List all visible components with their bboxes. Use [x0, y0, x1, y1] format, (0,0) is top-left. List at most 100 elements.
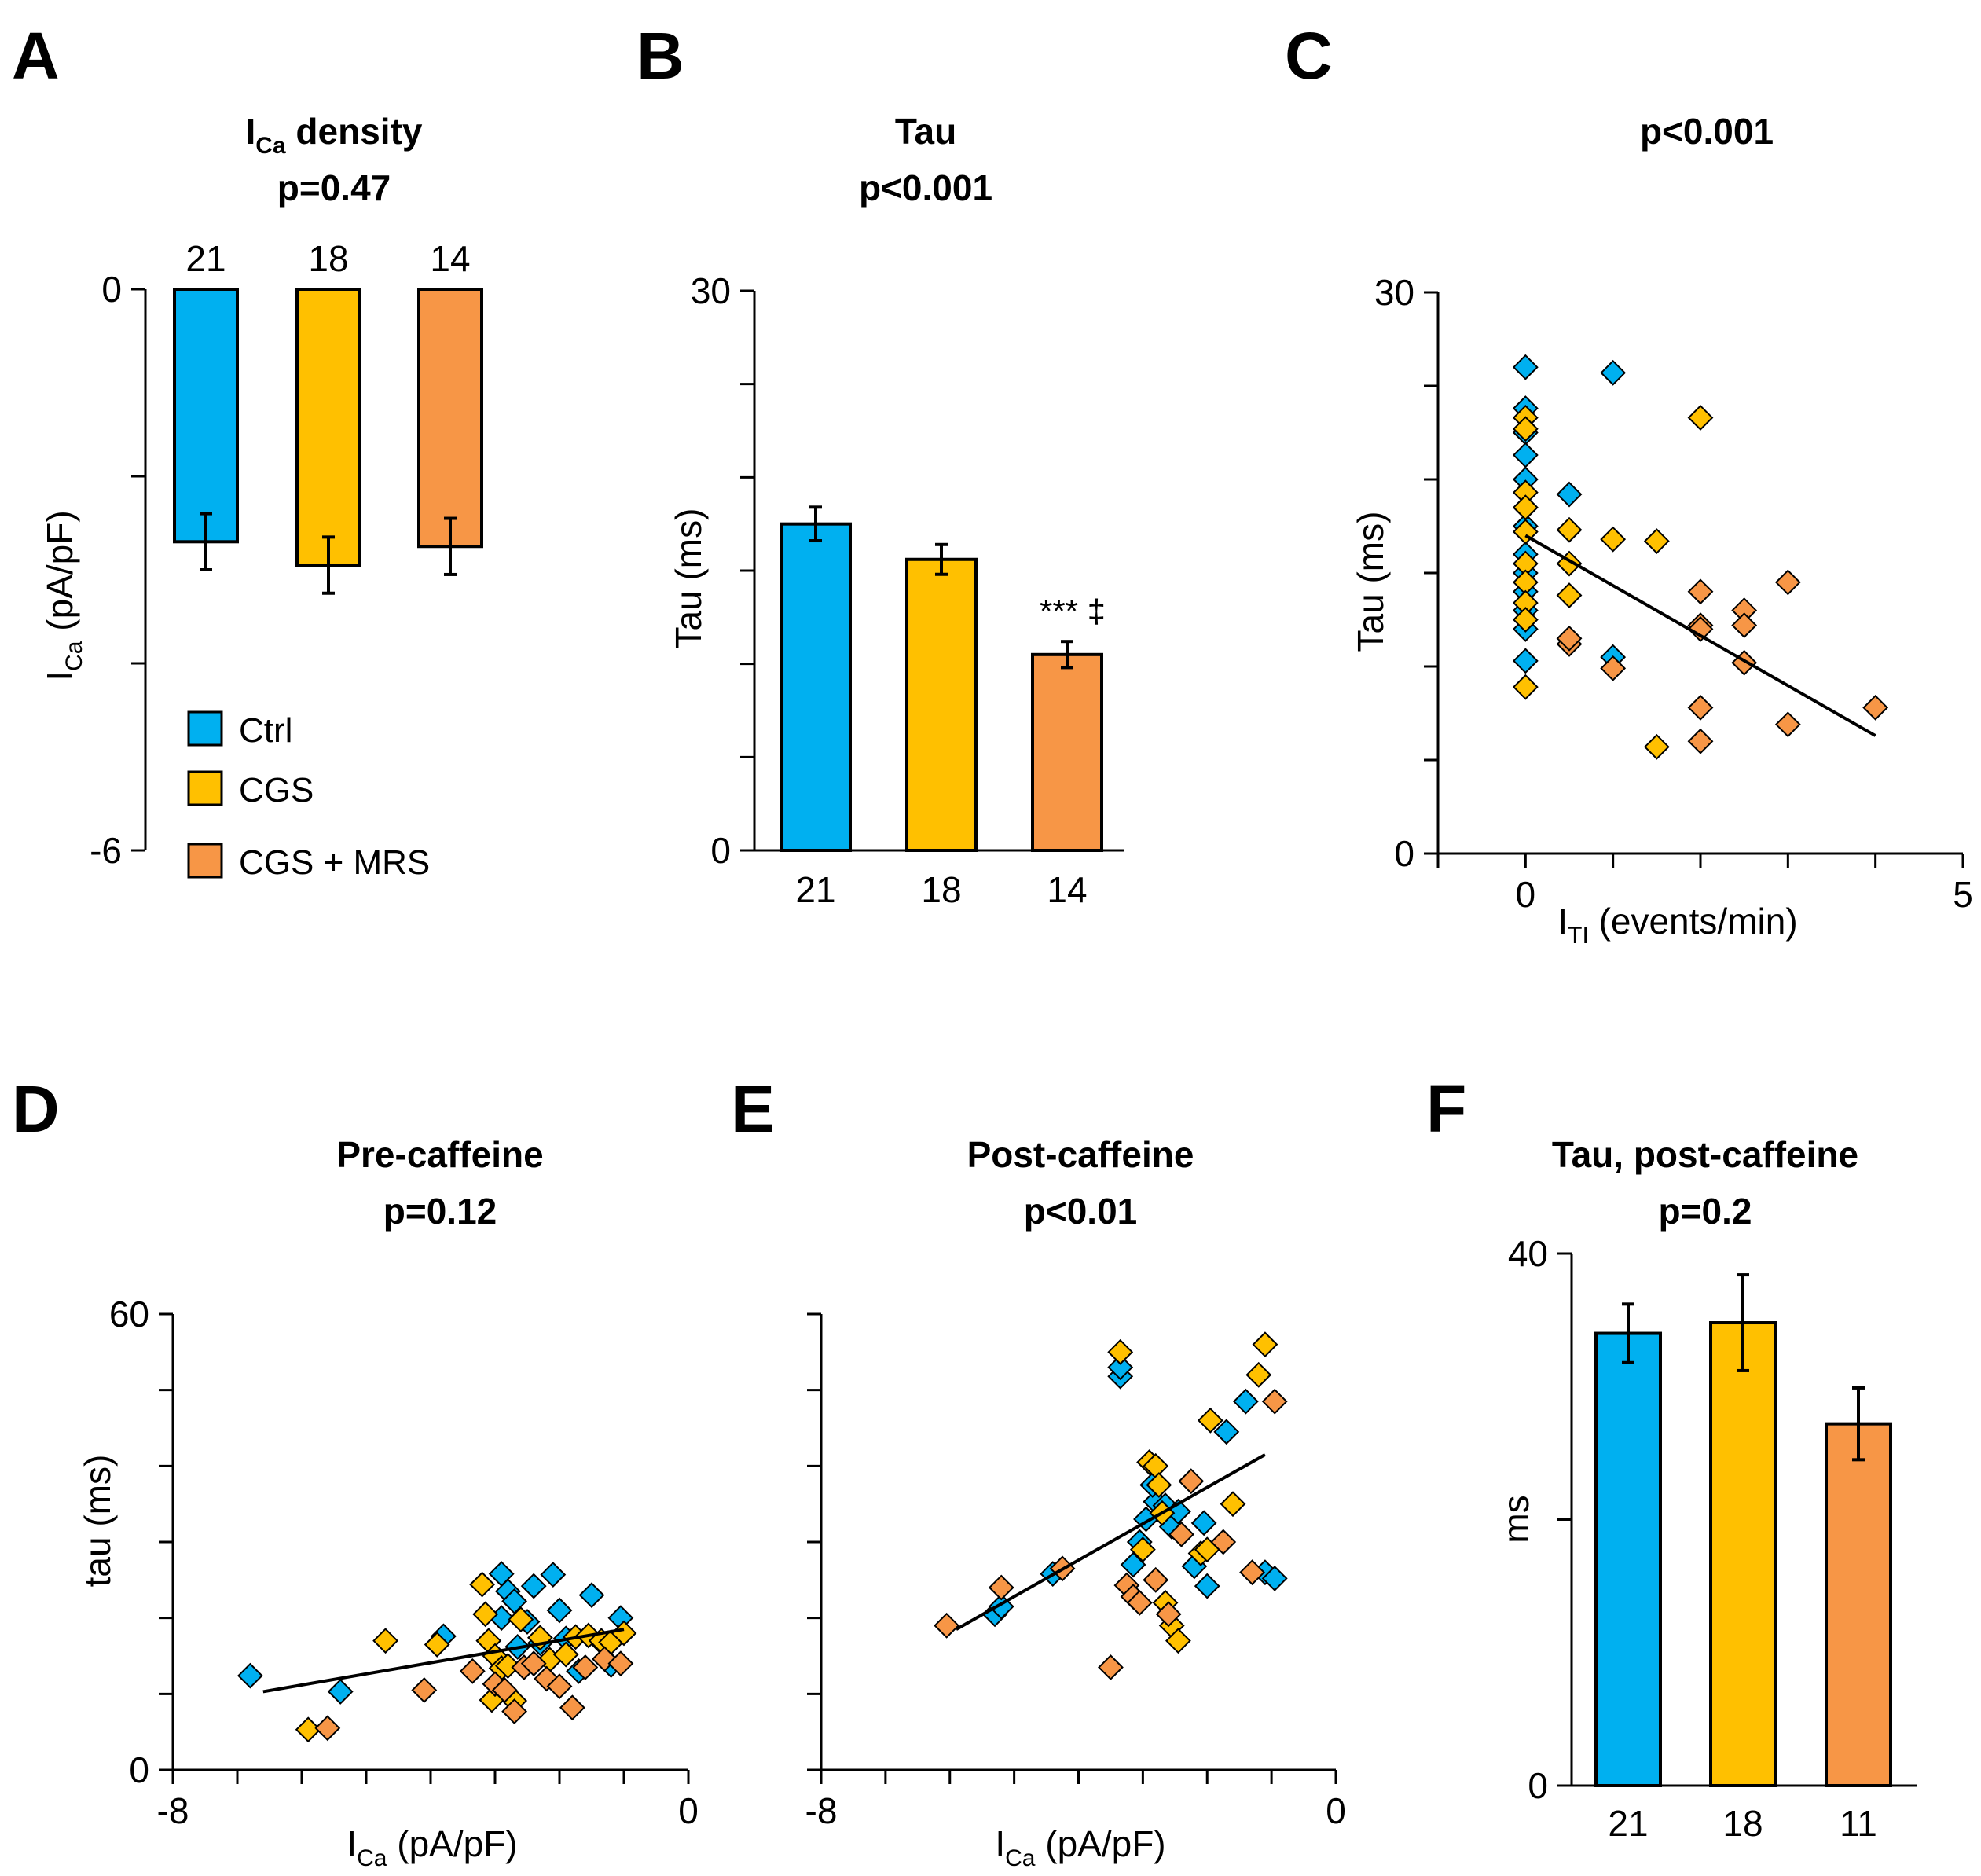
x-tick-label: 0: [678, 1790, 699, 1831]
bar-cgs: [905, 557, 978, 852]
point-cgs-mrs: [1687, 728, 1714, 754]
point-cgs: [1512, 494, 1539, 521]
panel-d-letter: D: [12, 1072, 60, 1146]
x-tick-label: -8: [805, 1790, 838, 1831]
x-tick-label: 0: [1516, 874, 1536, 915]
panel-f-pvalue: p=0.2: [1659, 1191, 1752, 1232]
point-cgs: [1643, 528, 1670, 554]
point-cgs: [1512, 416, 1539, 442]
panel-d-plot: 060-8 0: [109, 1294, 699, 1831]
panel-c-xlabel: ITI (events/min): [1557, 901, 1797, 949]
point-ctrl: [1190, 1510, 1217, 1536]
panel-b-pvalue: p<0.001: [859, 167, 992, 208]
panel-a-letter: A: [12, 19, 60, 93]
n-label-ctrl: 21: [795, 869, 835, 910]
point-cgs: [469, 1571, 496, 1598]
panel-b-ylabel: Tau (ms): [668, 508, 709, 649]
point-ctrl: [1512, 354, 1539, 380]
point-ctrl: [578, 1582, 605, 1609]
n-label-cgs-mrs: 14: [430, 238, 470, 279]
panel-f-ylabel: ms: [1495, 1495, 1536, 1543]
point-cgs-mrs: [1600, 655, 1627, 681]
legend-swatch-cgs: [187, 770, 223, 806]
point-cgs-mrs: [1210, 1529, 1237, 1555]
point-cgs-mrs: [546, 1673, 573, 1700]
panel-d-ylabel: tau (ms): [77, 1455, 118, 1588]
y-tick-label: 0: [710, 830, 731, 871]
point-ctrl: [1194, 1573, 1220, 1599]
panel-f-plot: 0 40 21 18 11: [1508, 1233, 1917, 1844]
bar-cgs: [295, 288, 361, 567]
point-cgs: [1512, 674, 1539, 700]
trendline: [1524, 534, 1876, 737]
panel-d-xlabel: ICa (pA/pF): [347, 1823, 517, 1871]
legend-label-cgs: CGS: [239, 771, 314, 810]
panel-f-title: Tau, post-caffeine: [1552, 1134, 1858, 1175]
point-cgs: [1643, 733, 1670, 760]
panel-d-pvalue: p=0.12: [383, 1191, 497, 1232]
point-ctrl: [1556, 481, 1583, 508]
point-ctrl: [540, 1562, 567, 1588]
point-cgs-mrs: [1774, 569, 1801, 596]
point-ctrl: [1107, 1354, 1134, 1381]
y-tick-label: 60: [109, 1294, 149, 1334]
point-cgs-mrs: [1687, 615, 1714, 642]
panel-e-pvalue: p<0.01: [1024, 1191, 1138, 1232]
panel-f-letter: F: [1426, 1072, 1466, 1146]
n-label-cgs-mrs: 14: [1047, 869, 1087, 910]
point-cgs: [508, 1606, 534, 1633]
trendline: [955, 1453, 1266, 1631]
point-cgs-mrs: [1239, 1559, 1265, 1586]
point-cgs: [1512, 607, 1539, 633]
point-cgs-mrs: [1178, 1468, 1205, 1495]
panel-c-plot: 0 30 0 5: [1374, 272, 1973, 915]
point-ctrl: [546, 1597, 573, 1624]
panel-e-letter: E: [731, 1072, 775, 1146]
panel-b-letter: B: [636, 19, 684, 93]
point-ctrl: [1213, 1419, 1240, 1445]
legend-label-ctrl: Ctrl: [239, 711, 292, 750]
panel-a-pvalue: p=0.47: [277, 167, 391, 208]
panel-b-significance: *** ‡: [1040, 593, 1106, 630]
y-tick-label: -6: [90, 830, 122, 871]
point-cgs-mrs: [1731, 612, 1758, 639]
panel-e-xlabel: ICa (pA/pF): [995, 1823, 1165, 1871]
point-cgs: [552, 1641, 579, 1668]
point-cgs-mrs: [1774, 711, 1801, 738]
point-cgs-mrs: [1261, 1388, 1288, 1415]
point-cgs-mrs: [314, 1715, 341, 1742]
panel-c: C p<0.001 0 30 0 5 Tau (ms) ITI (events/min…: [1285, 19, 1973, 949]
point-cgs: [1146, 1472, 1172, 1498]
point-cgs-mrs: [988, 1574, 1014, 1601]
point-cgs-mrs: [1687, 578, 1714, 605]
point-cgs-mrs: [1862, 694, 1889, 721]
n-label-ctrl: 21: [1608, 1803, 1648, 1844]
point-cgs: [1245, 1361, 1272, 1388]
point-cgs: [1197, 1407, 1223, 1434]
panel-a-legend: Ctrl CGS CGS + MRS: [187, 710, 430, 882]
point-cgs-mrs: [572, 1654, 599, 1680]
point-cgs-mrs: [1168, 1521, 1194, 1547]
panel-e-title: Post-caffeine: [967, 1134, 1194, 1175]
point-cgs: [472, 1601, 499, 1628]
bar-ctrl: [173, 288, 239, 544]
point-cgs-mrs: [1126, 1589, 1153, 1616]
panel-b-plot: 0 30 21 18 14: [691, 270, 1124, 910]
y-tick-label: 0: [1528, 1765, 1548, 1806]
n-label-cgs: 18: [308, 238, 348, 279]
y-tick-label: 0: [1394, 833, 1414, 874]
point-cgs-mrs: [459, 1658, 486, 1684]
point-cgs-mrs: [607, 1650, 634, 1677]
point-cgs: [1220, 1491, 1246, 1518]
bar-cgs-mrs: [417, 288, 483, 549]
point-ctrl: [237, 1662, 263, 1689]
point-cgs-mrs: [559, 1694, 585, 1721]
panel-a-ylabel: ICa (pA/pF): [39, 510, 87, 681]
x-tick-label: 5: [1953, 874, 1973, 915]
bar-cgs: [1709, 1321, 1777, 1787]
y-tick-label: 30: [1374, 272, 1414, 313]
point-cgs: [1556, 582, 1583, 608]
point-cgs-mrs: [491, 1677, 518, 1703]
y-tick-label: 30: [691, 270, 731, 311]
